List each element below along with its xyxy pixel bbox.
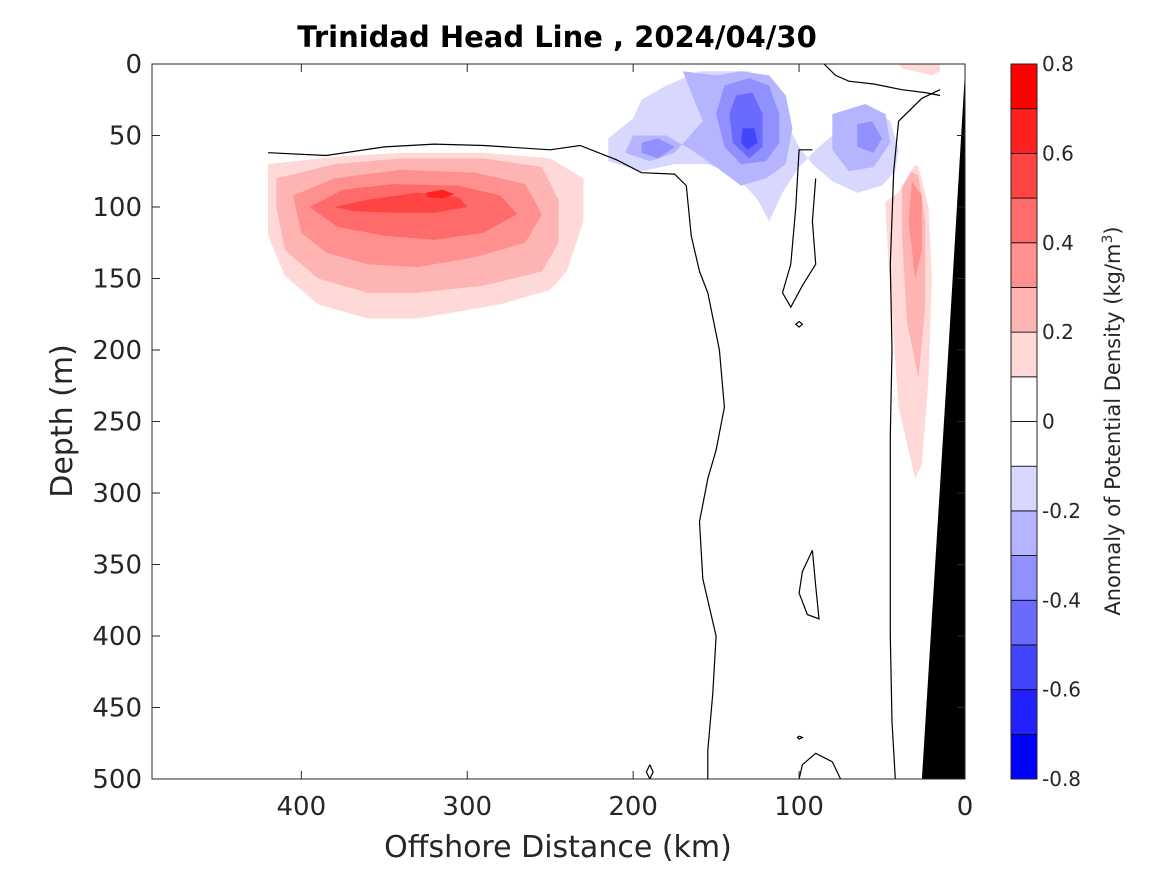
colorbar-tick-label: -0.6 bbox=[1042, 678, 1081, 702]
colorbar-swatch bbox=[1010, 152, 1038, 199]
zero-contour-line bbox=[781, 149, 817, 309]
colorbar-tick-label: 0.4 bbox=[1042, 231, 1074, 255]
contour-region bbox=[641, 138, 675, 159]
contour-region bbox=[425, 189, 454, 199]
chart-title: Trinidad Head Line , 2024/04/30 bbox=[297, 20, 817, 54]
colorbar-tick-label: -0.2 bbox=[1042, 499, 1081, 523]
y-tick-label: 250 bbox=[92, 408, 142, 438]
contour-region bbox=[832, 64, 941, 76]
colorbar: -0.8 -0.6 -0.4 -0.2 0 0.2 0.4 0.6 0.8 bbox=[1010, 52, 1081, 791]
zero-contour-line bbox=[268, 143, 726, 779]
zero-contour-line bbox=[798, 752, 842, 779]
x-tick-label: 0 bbox=[957, 792, 974, 822]
contour-region bbox=[334, 192, 468, 213]
colorbar-frame bbox=[1010, 63, 1038, 780]
colorbar-tick-label: -0.8 bbox=[1042, 767, 1081, 791]
colorbar-swatch bbox=[1010, 689, 1038, 735]
zero-contour-line bbox=[823, 64, 941, 97]
colorbar-tick-label: 0 bbox=[1042, 410, 1055, 434]
plot-area bbox=[152, 64, 965, 779]
x-axis-label: Offshore Distance (km) bbox=[384, 830, 732, 865]
colorbar-tick-label: 0.2 bbox=[1042, 320, 1074, 344]
colorbar-swatch bbox=[1010, 599, 1038, 646]
colorbar-swatch bbox=[1010, 197, 1038, 244]
x-tick-label: 400 bbox=[277, 792, 327, 822]
y-tick-label: 100 bbox=[92, 193, 142, 223]
contour-region bbox=[331, 106, 393, 136]
x-tick-label: 300 bbox=[442, 792, 492, 822]
contour-region bbox=[908, 181, 922, 279]
colorbar-tick-label: 0.6 bbox=[1042, 141, 1074, 165]
y-tick-label: 450 bbox=[92, 694, 142, 724]
contour-region bbox=[741, 128, 758, 150]
colorbar-swatch bbox=[1010, 63, 1038, 110]
x-tick-label: 100 bbox=[774, 792, 824, 822]
colorbar-swatch bbox=[1010, 242, 1038, 288]
y-tick-label: 50 bbox=[109, 122, 142, 152]
y-tick-label: 350 bbox=[92, 551, 142, 581]
colorbar-tick-label: -0.4 bbox=[1042, 588, 1081, 612]
zero-contour-line bbox=[794, 320, 804, 328]
colorbar-label-superscript: 3 bbox=[1100, 235, 1116, 244]
colorbar-swatch bbox=[1010, 376, 1038, 422]
colorbar-swatch bbox=[1010, 733, 1038, 780]
y-tick-label: 500 bbox=[92, 765, 142, 795]
y-axis-label: Depth (m) bbox=[45, 344, 80, 498]
colorbar-swatch bbox=[1010, 465, 1038, 512]
colorbar-swatch bbox=[1010, 108, 1038, 154]
colorbar-label-main: Anomaly of Potential Density (kg/m bbox=[1101, 244, 1125, 616]
x-tick-label: 200 bbox=[608, 792, 658, 822]
colorbar-tick-label: 0.8 bbox=[1042, 52, 1074, 76]
colorbar-swatch bbox=[1010, 421, 1038, 467]
zero-contour-line bbox=[645, 764, 654, 779]
zero-contour-line bbox=[889, 89, 941, 779]
bathymetry-shelf bbox=[921, 71, 965, 779]
y-tick-label: 0 bbox=[125, 50, 142, 80]
colorbar-swatch bbox=[1010, 510, 1038, 556]
axes: 400 300 200 100 0 0 50 100 150 200 250 300 350 400 450… bbox=[92, 50, 973, 822]
y-tick-label: 300 bbox=[92, 479, 142, 509]
colorbar-label-close: ) bbox=[1101, 226, 1125, 234]
colorbar-label: Anomaly of Potential Density (kg/m3) bbox=[1100, 226, 1125, 615]
colorbar-swatch bbox=[1010, 331, 1038, 378]
colorbar-swatch bbox=[1010, 287, 1038, 333]
colorbar-swatch bbox=[1010, 555, 1038, 601]
colorbar-swatch bbox=[1010, 644, 1038, 691]
zero-contour-line bbox=[798, 549, 820, 620]
y-tick-label: 200 bbox=[92, 336, 142, 366]
contour-region bbox=[857, 121, 882, 153]
y-tick-label: 400 bbox=[92, 622, 142, 652]
y-tick-label: 150 bbox=[92, 265, 142, 295]
zero-contour-line bbox=[796, 735, 804, 740]
